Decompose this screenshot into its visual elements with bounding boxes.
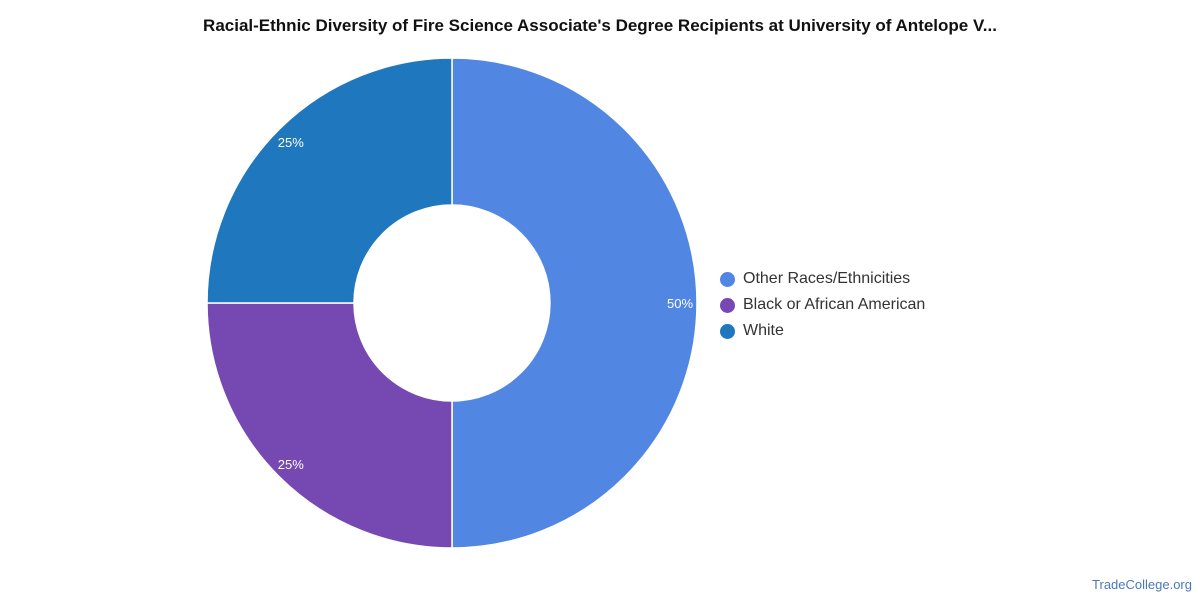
slice-label-white: 25% xyxy=(278,135,304,150)
watermark: TradeCollege.org xyxy=(1092,577,1192,592)
slice-label-black-or-african-american: 25% xyxy=(278,457,304,472)
legend-item-black-or-african-american[interactable]: Black or African American xyxy=(720,292,925,318)
chart-title: Racial-Ethnic Diversity of Fire Science … xyxy=(203,16,997,35)
slice-other-races[interactable] xyxy=(451,57,698,549)
legend: Other Races/Ethnicities Black or African… xyxy=(720,266,925,344)
legend-label-white: White xyxy=(743,322,784,339)
slice-white[interactable] xyxy=(206,57,453,304)
legend-item-other-races[interactable]: Other Races/Ethnicities xyxy=(720,266,925,292)
legend-label-black-or-african-american: Black or African American xyxy=(743,296,926,313)
legend-swatch-other-races xyxy=(720,271,735,287)
slice-black-or-african-american[interactable] xyxy=(206,302,453,549)
legend-label-other-races: Other Races/Ethnicities xyxy=(743,270,911,287)
legend-swatch-black-or-african-american xyxy=(720,297,735,313)
slice-label-other-races: 50% xyxy=(667,296,693,311)
legend-item-white[interactable]: White xyxy=(720,318,925,344)
legend-swatch-white xyxy=(720,323,735,339)
